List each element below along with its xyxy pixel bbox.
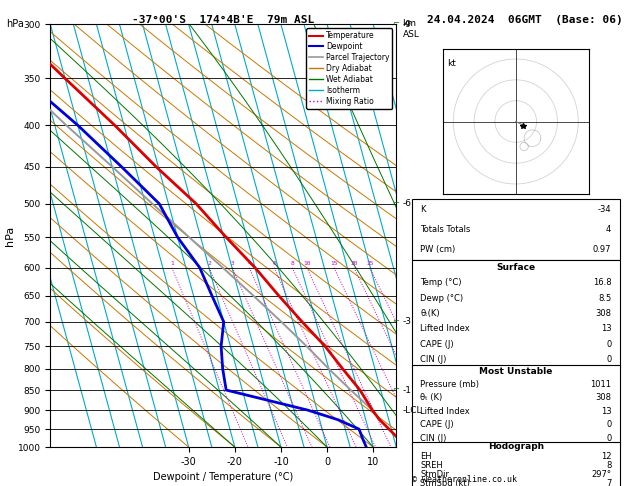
Text: 0: 0 xyxy=(606,355,611,364)
Text: 4: 4 xyxy=(606,225,611,234)
Text: -34: -34 xyxy=(598,205,611,214)
Text: CIN (J): CIN (J) xyxy=(420,355,447,364)
Text: SREH: SREH xyxy=(420,461,443,470)
Text: 7: 7 xyxy=(606,479,611,486)
Text: 16.8: 16.8 xyxy=(593,278,611,287)
Text: PW (cm): PW (cm) xyxy=(420,245,455,254)
Text: 8: 8 xyxy=(291,260,294,266)
Text: -37°00'S  174°4B'E  79m ASL: -37°00'S 174°4B'E 79m ASL xyxy=(132,15,314,25)
Text: 8: 8 xyxy=(606,461,611,470)
Text: ⌐: ⌐ xyxy=(392,20,399,29)
Text: 12: 12 xyxy=(601,451,611,461)
Text: 25: 25 xyxy=(366,260,374,266)
Text: CAPE (J): CAPE (J) xyxy=(420,420,454,429)
Text: 297°: 297° xyxy=(591,470,611,479)
Text: 3: 3 xyxy=(230,260,234,266)
Text: 1: 1 xyxy=(170,260,174,266)
Text: 15: 15 xyxy=(330,260,338,266)
Text: km
ASL: km ASL xyxy=(403,19,420,39)
Text: -6: -6 xyxy=(403,199,411,208)
Text: 0.97: 0.97 xyxy=(593,245,611,254)
Text: EH: EH xyxy=(420,451,432,461)
Legend: Temperature, Dewpoint, Parcel Trajectory, Dry Adiabat, Wet Adiabat, Isotherm, Mi: Temperature, Dewpoint, Parcel Trajectory… xyxy=(306,28,392,109)
Text: Dewp (°C): Dewp (°C) xyxy=(420,294,464,303)
Text: StmDir: StmDir xyxy=(420,470,449,479)
Text: -3: -3 xyxy=(403,317,411,327)
Text: 10: 10 xyxy=(303,260,311,266)
Text: ⌐: ⌐ xyxy=(392,199,399,208)
Text: -9: -9 xyxy=(403,20,411,29)
Text: Totals Totals: Totals Totals xyxy=(420,225,470,234)
Text: θₜ(K): θₜ(K) xyxy=(420,309,440,318)
Text: 13: 13 xyxy=(601,324,611,333)
Text: 8.5: 8.5 xyxy=(598,294,611,303)
Text: © weatheronline.co.uk: © weatheronline.co.uk xyxy=(412,474,517,484)
Text: 0: 0 xyxy=(606,340,611,348)
Text: Lifted Index: Lifted Index xyxy=(420,407,470,416)
Text: -LCL: -LCL xyxy=(403,406,422,415)
Text: Surface: Surface xyxy=(496,263,535,272)
Text: hPa: hPa xyxy=(6,19,24,30)
Text: 6: 6 xyxy=(272,260,276,266)
Y-axis label: hPa: hPa xyxy=(5,226,15,246)
Text: 20: 20 xyxy=(350,260,358,266)
Text: θₜ (K): θₜ (K) xyxy=(420,393,443,402)
Text: CAPE (J): CAPE (J) xyxy=(420,340,454,348)
Text: kt: kt xyxy=(447,59,456,68)
Text: 4: 4 xyxy=(247,260,251,266)
Text: 0: 0 xyxy=(606,434,611,443)
Text: 13: 13 xyxy=(601,407,611,416)
Text: Pressure (mb): Pressure (mb) xyxy=(420,380,479,389)
Text: Hodograph: Hodograph xyxy=(487,442,544,451)
Text: Temp (°C): Temp (°C) xyxy=(420,278,462,287)
Text: ⌐: ⌐ xyxy=(392,385,399,395)
Text: 0: 0 xyxy=(606,420,611,429)
Text: StmSpd (kt): StmSpd (kt) xyxy=(420,479,470,486)
Text: 308: 308 xyxy=(595,309,611,318)
Text: CIN (J): CIN (J) xyxy=(420,434,447,443)
Text: ⌐: ⌐ xyxy=(392,317,399,327)
Text: -1: -1 xyxy=(403,385,411,395)
Text: Most Unstable: Most Unstable xyxy=(479,366,552,376)
Text: K: K xyxy=(420,205,426,214)
Text: 1011: 1011 xyxy=(590,380,611,389)
Text: Lifted Index: Lifted Index xyxy=(420,324,470,333)
Text: 24.04.2024  06GMT  (Base: 06): 24.04.2024 06GMT (Base: 06) xyxy=(427,15,623,25)
Text: 2: 2 xyxy=(208,260,211,266)
X-axis label: Dewpoint / Temperature (°C): Dewpoint / Temperature (°C) xyxy=(153,472,293,483)
Text: 308: 308 xyxy=(595,393,611,402)
